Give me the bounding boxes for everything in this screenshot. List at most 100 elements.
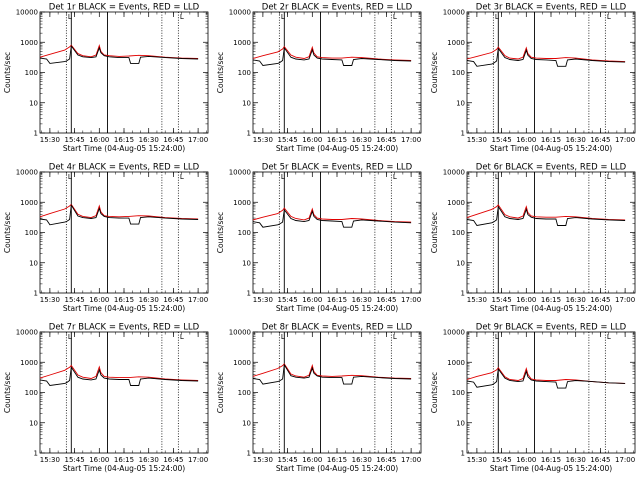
y-tick-label: 100	[25, 389, 38, 397]
x-tick-label: 16:15	[541, 296, 561, 304]
y-tick-label: 10000	[443, 329, 465, 337]
marker-label: L	[68, 173, 72, 181]
x-tick-label: 16:00	[89, 456, 109, 464]
x-tick-label: 16:45	[163, 296, 183, 304]
panel-title: Det 5r BLACK = Events, RED = LLD	[262, 163, 413, 173]
y-tick-label: 1	[247, 290, 251, 298]
x-axis-label: Start Time (04-Aug-05 15:24:00)	[276, 144, 398, 153]
x-tick-label: 16:15	[327, 136, 347, 144]
x-tick-label: 16:15	[541, 456, 561, 464]
x-tick-label: 16:15	[327, 456, 347, 464]
marker-label: L	[393, 13, 397, 21]
x-tick-label: 15:30	[467, 456, 487, 464]
x-tick-label: 15:30	[40, 136, 60, 144]
y-tick-label: 1000	[20, 359, 38, 367]
x-tick-label: 16:00	[89, 296, 109, 304]
x-axis-label: Start Time (04-Aug-05 15:24:00)	[63, 304, 185, 313]
x-axis-label: Start Time (04-Aug-05 15:24:00)	[490, 144, 612, 153]
plot-frame	[252, 331, 422, 454]
plot-frame	[466, 171, 636, 294]
x-tick-label: 17:00	[188, 456, 208, 464]
marker-label: L	[180, 333, 184, 341]
lld-series-line	[252, 207, 412, 223]
y-tick-label: 1000	[20, 199, 38, 207]
x-tick-label: 16:30	[352, 296, 372, 304]
panel-title: Det 7r BLACK = Events, RED = LLD	[49, 323, 200, 333]
x-tick-label: 17:00	[188, 296, 208, 304]
plot-frame	[252, 11, 422, 134]
x-tick-label: 15:30	[253, 296, 273, 304]
y-axis-label: Counts/sec	[216, 212, 225, 253]
panel-2: Det 2r BLACK = Events, RED = LLD 1 10 100 10…	[216, 3, 422, 153]
x-tick-label: 16:45	[590, 136, 610, 144]
x-tick-label: 16:30	[566, 456, 586, 464]
x-axis-label: Start Time (04-Aug-05 15:24:00)	[276, 304, 398, 313]
x-tick-label: 16:45	[590, 296, 610, 304]
y-tick-label: 1000	[447, 39, 465, 47]
plot-frame	[39, 11, 209, 134]
y-axis-label: Counts/sec	[3, 52, 12, 93]
events-series-line	[39, 203, 199, 226]
panel-title: Det 1r BLACK = Events, RED = LLD	[49, 3, 200, 13]
lld-series-line	[39, 364, 199, 381]
marker-label: L	[180, 173, 184, 181]
events-series-line	[252, 208, 412, 228]
y-tick-label: 100	[452, 389, 465, 397]
x-tick-label: 16:45	[376, 136, 396, 144]
panel-title: Det 8r BLACK = Events, RED = LLD	[262, 323, 413, 333]
y-tick-label: 100	[452, 229, 465, 237]
events-series-line	[252, 46, 412, 66]
x-tick-label: 16:00	[302, 296, 322, 304]
y-tick-label: 1	[247, 130, 251, 138]
x-tick-label: 16:30	[139, 296, 159, 304]
x-tick-label: 15:45	[64, 136, 84, 144]
marker-label: L	[180, 13, 184, 21]
x-tick-label: 16:45	[163, 456, 183, 464]
x-axis-label: Start Time (04-Aug-05 15:24:00)	[490, 304, 612, 313]
x-tick-label: 16:15	[541, 136, 561, 144]
panel-9: Det 9r BLACK = Events, RED = LLD 1 10 100 10…	[430, 323, 636, 473]
lld-series-line	[39, 203, 199, 220]
y-tick-label: 100	[452, 69, 465, 77]
x-tick-label: 16:15	[327, 296, 347, 304]
y-tick-label: 10000	[443, 169, 465, 177]
lld-series-line	[252, 45, 412, 61]
x-tick-label: 16:15	[114, 296, 134, 304]
x-tick-label: 17:00	[615, 136, 635, 144]
y-tick-label: 10	[242, 419, 251, 427]
y-tick-label: 10	[456, 419, 465, 427]
y-tick-label: 10000	[229, 9, 251, 17]
y-axis-label: Counts/sec	[430, 212, 439, 253]
y-axis-label: Counts/sec	[3, 212, 12, 253]
x-tick-label: 16:30	[352, 456, 372, 464]
y-tick-label: 1000	[20, 39, 38, 47]
x-tick-label: 15:30	[467, 296, 487, 304]
y-tick-label: 10	[242, 99, 251, 107]
x-tick-label: 16:00	[516, 136, 536, 144]
marker-label: L	[68, 333, 72, 341]
x-tick-label: 15:45	[491, 296, 511, 304]
x-axis-label: Start Time (04-Aug-05 15:24:00)	[63, 144, 185, 153]
x-tick-label: 17:00	[401, 456, 421, 464]
x-tick-label: 16:45	[376, 456, 396, 464]
y-tick-label: 1	[461, 290, 465, 298]
panel-3: Det 3r BLACK = Events, RED = LLD 1 10 100 10…	[430, 3, 636, 153]
x-tick-label: 17:00	[188, 136, 208, 144]
y-tick-label: 10	[456, 99, 465, 107]
y-tick-label: 10000	[16, 9, 38, 17]
x-tick-label: 16:30	[566, 296, 586, 304]
x-axis-label: Start Time (04-Aug-05 15:24:00)	[490, 464, 612, 473]
panel-8: Det 8r BLACK = Events, RED = LLD 1 10 100 10…	[216, 323, 422, 473]
x-tick-label: 16:45	[590, 456, 610, 464]
y-tick-label: 1	[247, 450, 251, 458]
y-tick-label: 10	[456, 259, 465, 267]
plot-frame	[39, 331, 209, 454]
panel-title: Det 9r BLACK = Events, RED = LLD	[476, 323, 627, 333]
events-series-line	[39, 366, 199, 386]
x-tick-label: 15:30	[253, 456, 273, 464]
x-tick-label: 16:00	[516, 456, 536, 464]
plot-frame	[466, 11, 636, 134]
marker-label: L	[495, 333, 499, 341]
marker-label: L	[281, 173, 285, 181]
